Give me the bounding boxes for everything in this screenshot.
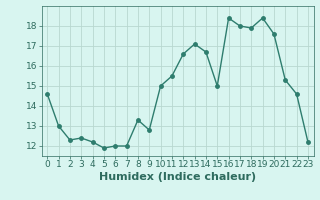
X-axis label: Humidex (Indice chaleur): Humidex (Indice chaleur) [99, 172, 256, 182]
